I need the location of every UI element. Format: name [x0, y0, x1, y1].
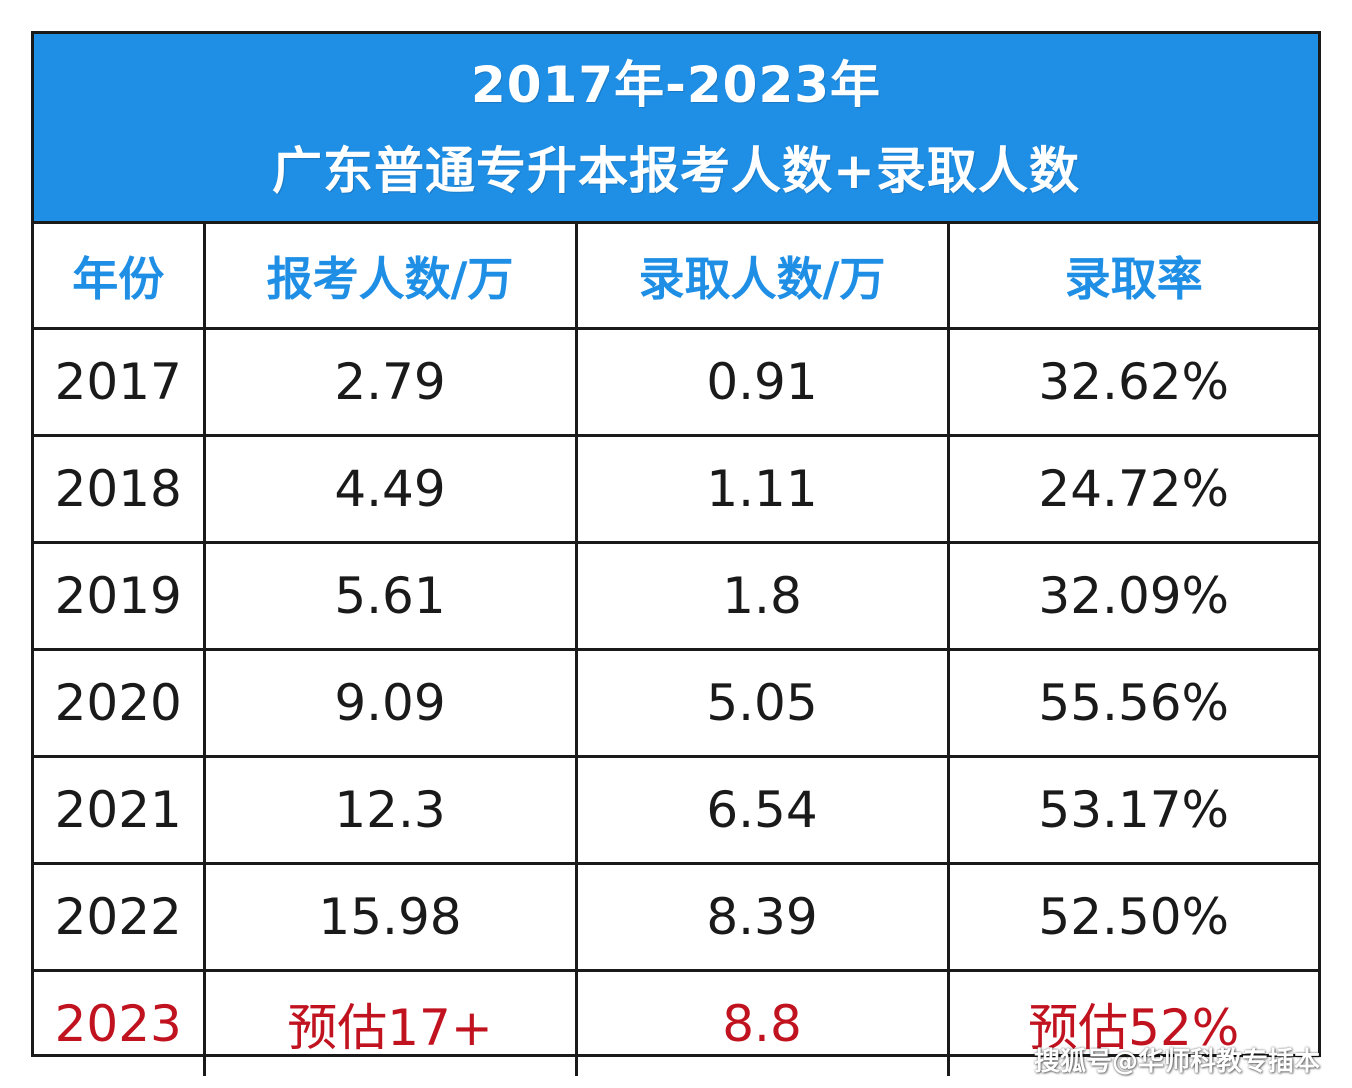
cell-admission-rate: 52.50% [946, 862, 1318, 972]
cell-applicants: 12.3 [202, 755, 578, 865]
cell-applicants: 15.98 [202, 862, 578, 972]
table-row: 2020 9.09 5.05 55.56% [34, 648, 1318, 758]
table-title-line-2: 广东普通专升本报考人数+录取人数 [272, 141, 1080, 200]
cell-admitted: 1.11 [574, 434, 950, 544]
cell-admission-rate: 24.72% [946, 434, 1318, 544]
table-header-row: 年份 报考人数/万 录取人数/万 录取率 [34, 224, 1318, 330]
table-title-band: 2017年-2023年 广东普通专升本报考人数+录取人数 [34, 34, 1318, 224]
header-admission-rate: 录取率 [946, 224, 1318, 330]
cell-admission-rate: 32.62% [946, 327, 1318, 437]
admission-data-table: 年份 报考人数/万 录取人数/万 录取率 2017 2.79 0.91 32.6… [34, 224, 1318, 1076]
table-row: 2019 5.61 1.8 32.09% [34, 541, 1318, 651]
cell-applicants: 9.09 [202, 648, 578, 758]
cell-admitted: 0.91 [574, 327, 950, 437]
header-year: 年份 [34, 224, 206, 330]
cell-year: 2020 [34, 648, 206, 758]
header-applicants: 报考人数/万 [202, 224, 578, 330]
table-row: 2021 12.3 6.54 53.17% [34, 755, 1318, 865]
table-title-line-1: 2017年-2023年 [470, 55, 882, 114]
cell-year: 2023 [34, 969, 206, 1076]
header-admitted: 录取人数/万 [574, 224, 950, 330]
cell-applicants: 4.49 [202, 434, 578, 544]
cell-admitted: 8.8 [574, 969, 950, 1076]
cell-admission-rate: 53.17% [946, 755, 1318, 865]
watermark-text: 搜狐号@华师科教专插本 [1033, 1047, 1320, 1077]
cell-year: 2017 [34, 327, 206, 437]
cell-year: 2021 [34, 755, 206, 865]
cell-applicants: 5.61 [202, 541, 578, 651]
cell-admission-rate: 预估52% [946, 969, 1318, 1076]
cell-admitted: 6.54 [574, 755, 950, 865]
cell-admitted: 8.39 [574, 862, 950, 972]
cell-applicants: 2.79 [202, 327, 578, 437]
table-row: 2018 4.49 1.11 24.72% [34, 434, 1318, 544]
cell-admission-rate: 32.09% [946, 541, 1318, 651]
cell-admitted: 5.05 [574, 648, 950, 758]
data-table-container: 2017年-2023年 广东普通专升本报考人数+录取人数 年份 报考人数/万 录… [31, 31, 1321, 1076]
table-row-estimate: 2023 预估17+ 8.8 预估52% [34, 969, 1318, 1076]
cell-year: 2019 [34, 541, 206, 651]
cell-applicants: 预估17+ [202, 969, 578, 1076]
table-row: 2022 15.98 8.39 52.50% [34, 862, 1318, 972]
cell-admitted: 1.8 [574, 541, 950, 651]
cell-year: 2018 [34, 434, 206, 544]
table-row: 2017 2.79 0.91 32.62% [34, 327, 1318, 437]
cell-admission-rate: 55.56% [946, 648, 1318, 758]
cell-year: 2022 [34, 862, 206, 972]
